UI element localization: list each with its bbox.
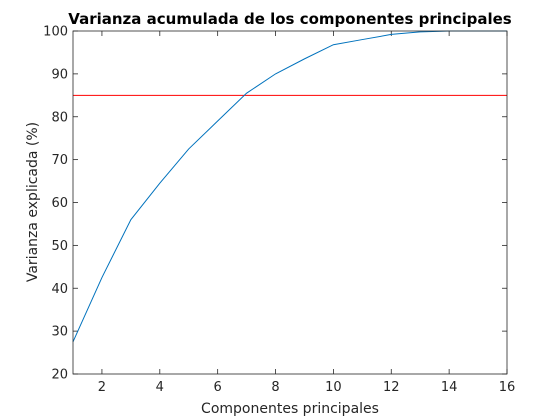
y-tick-label: 80 — [51, 110, 68, 125]
y-tick-label: 100 — [43, 25, 68, 40]
x-tick-label: 14 — [441, 380, 458, 395]
plot-frame — [72, 30, 508, 375]
y-tick-label: 70 — [51, 153, 68, 168]
y-tick-label: 90 — [51, 67, 68, 82]
plot-background — [73, 31, 507, 374]
data-layer — [72, 30, 507, 343]
x-tick-label: 4 — [156, 380, 164, 395]
ticks-layer: 2 4 6 8 10 12 14 16 20 30 40 50 60 70 80 90 100 — [43, 25, 515, 396]
y-tick-label: 50 — [51, 239, 68, 254]
x-tick-label: 6 — [214, 380, 222, 395]
x-axis-label: Componentes principales — [201, 401, 379, 417]
y-axis-label: Varianza explicada (%) — [25, 122, 41, 282]
y-tick-label: 40 — [51, 282, 68, 297]
y-tick-label: 60 — [51, 196, 68, 211]
y-tick-label: 20 — [51, 368, 68, 383]
y-tick-label: 30 — [51, 325, 68, 340]
x-tick-label: 12 — [383, 380, 400, 395]
x-tick-label: 2 — [98, 380, 106, 395]
x-tick-label: 8 — [271, 380, 279, 395]
chart-title: Varianza acumulada de los componentes pr… — [68, 10, 511, 28]
cumulative-variance-line — [72, 30, 507, 343]
x-tick-label: 16 — [499, 380, 516, 395]
x-tick-label: 10 — [325, 380, 342, 395]
